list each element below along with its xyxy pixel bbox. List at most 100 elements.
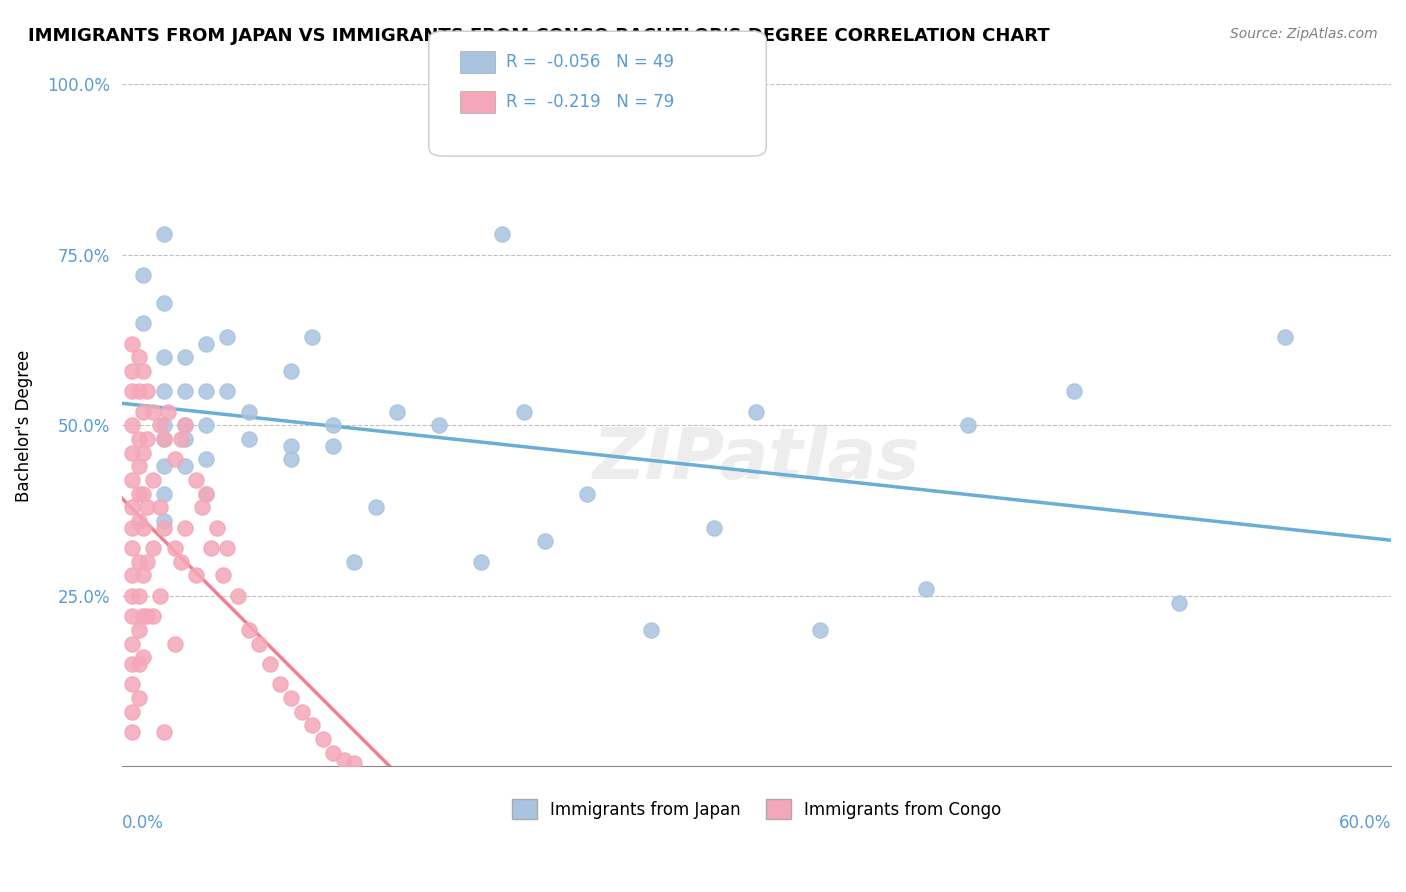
Point — [640, 623, 662, 637]
Text: 0.0%: 0.0% — [122, 814, 163, 832]
Point — [153, 521, 176, 535]
Point — [121, 657, 143, 671]
Point — [808, 623, 831, 637]
Point — [184, 473, 207, 487]
Point — [136, 500, 159, 515]
Point — [170, 432, 193, 446]
Point — [121, 500, 143, 515]
Point — [191, 500, 214, 515]
Point — [217, 541, 239, 555]
Point — [128, 486, 150, 500]
Point — [745, 405, 768, 419]
Point — [132, 405, 155, 419]
Point — [163, 452, 186, 467]
Point — [1168, 596, 1191, 610]
Point — [205, 521, 228, 535]
Point — [121, 473, 143, 487]
Point — [128, 691, 150, 706]
Point — [121, 725, 143, 739]
Point — [128, 350, 150, 364]
Point — [153, 350, 176, 364]
Point — [121, 677, 143, 691]
Text: ZIPatlas: ZIPatlas — [593, 425, 920, 494]
Text: 60.0%: 60.0% — [1339, 814, 1391, 832]
Point — [121, 445, 143, 459]
Point — [311, 732, 333, 747]
Point — [153, 514, 176, 528]
Point — [343, 756, 366, 770]
Point — [491, 227, 513, 242]
Point — [121, 705, 143, 719]
Point — [142, 609, 165, 624]
Point — [427, 418, 450, 433]
Point — [132, 568, 155, 582]
Point — [132, 486, 155, 500]
Point — [333, 752, 356, 766]
Point — [174, 521, 197, 535]
Point — [238, 432, 260, 446]
Point — [195, 452, 218, 467]
Point — [174, 418, 197, 433]
Point — [280, 439, 302, 453]
Point — [301, 330, 323, 344]
Point — [153, 384, 176, 399]
Point — [121, 418, 143, 433]
Point — [174, 418, 197, 433]
Point — [195, 486, 218, 500]
Point — [121, 336, 143, 351]
Point — [136, 384, 159, 399]
Point — [128, 432, 150, 446]
Point — [136, 432, 159, 446]
Point — [290, 705, 312, 719]
Point — [153, 418, 176, 433]
Point — [195, 336, 218, 351]
Text: IMMIGRANTS FROM JAPAN VS IMMIGRANTS FROM CONGO BACHELOR'S DEGREE CORRELATION CHA: IMMIGRANTS FROM JAPAN VS IMMIGRANTS FROM… — [28, 27, 1050, 45]
Point — [238, 623, 260, 637]
Point — [322, 746, 344, 760]
Point — [132, 521, 155, 535]
Point — [226, 589, 249, 603]
Point — [385, 405, 408, 419]
Point — [512, 405, 534, 419]
Point — [703, 521, 725, 535]
Point — [142, 405, 165, 419]
Point — [136, 555, 159, 569]
Point — [128, 589, 150, 603]
Point — [128, 514, 150, 528]
Point — [149, 500, 172, 515]
Point — [157, 405, 180, 419]
Point — [121, 384, 143, 399]
Point — [238, 405, 260, 419]
Point — [121, 521, 143, 535]
Point — [914, 582, 936, 596]
Point — [153, 432, 176, 446]
Point — [259, 657, 281, 671]
Point — [1063, 384, 1085, 399]
Point — [163, 541, 186, 555]
Point — [269, 677, 291, 691]
Point — [132, 650, 155, 665]
Legend: Immigrants from Japan, Immigrants from Congo: Immigrants from Japan, Immigrants from C… — [512, 799, 1001, 820]
Point — [149, 418, 172, 433]
Point — [343, 555, 366, 569]
Point — [280, 452, 302, 467]
Point — [132, 445, 155, 459]
Point — [195, 384, 218, 399]
Point — [364, 500, 387, 515]
Point — [153, 486, 176, 500]
Point — [128, 459, 150, 474]
Point — [128, 555, 150, 569]
Text: Source: ZipAtlas.com: Source: ZipAtlas.com — [1230, 27, 1378, 41]
Point — [280, 364, 302, 378]
Point — [132, 268, 155, 283]
Point — [470, 555, 492, 569]
Point — [121, 589, 143, 603]
Point — [217, 330, 239, 344]
Point — [121, 637, 143, 651]
Point — [132, 316, 155, 330]
Text: R =  -0.219   N = 79: R = -0.219 N = 79 — [506, 93, 675, 111]
Point — [128, 384, 150, 399]
Point — [576, 486, 599, 500]
Point — [1274, 330, 1296, 344]
Point — [121, 364, 143, 378]
